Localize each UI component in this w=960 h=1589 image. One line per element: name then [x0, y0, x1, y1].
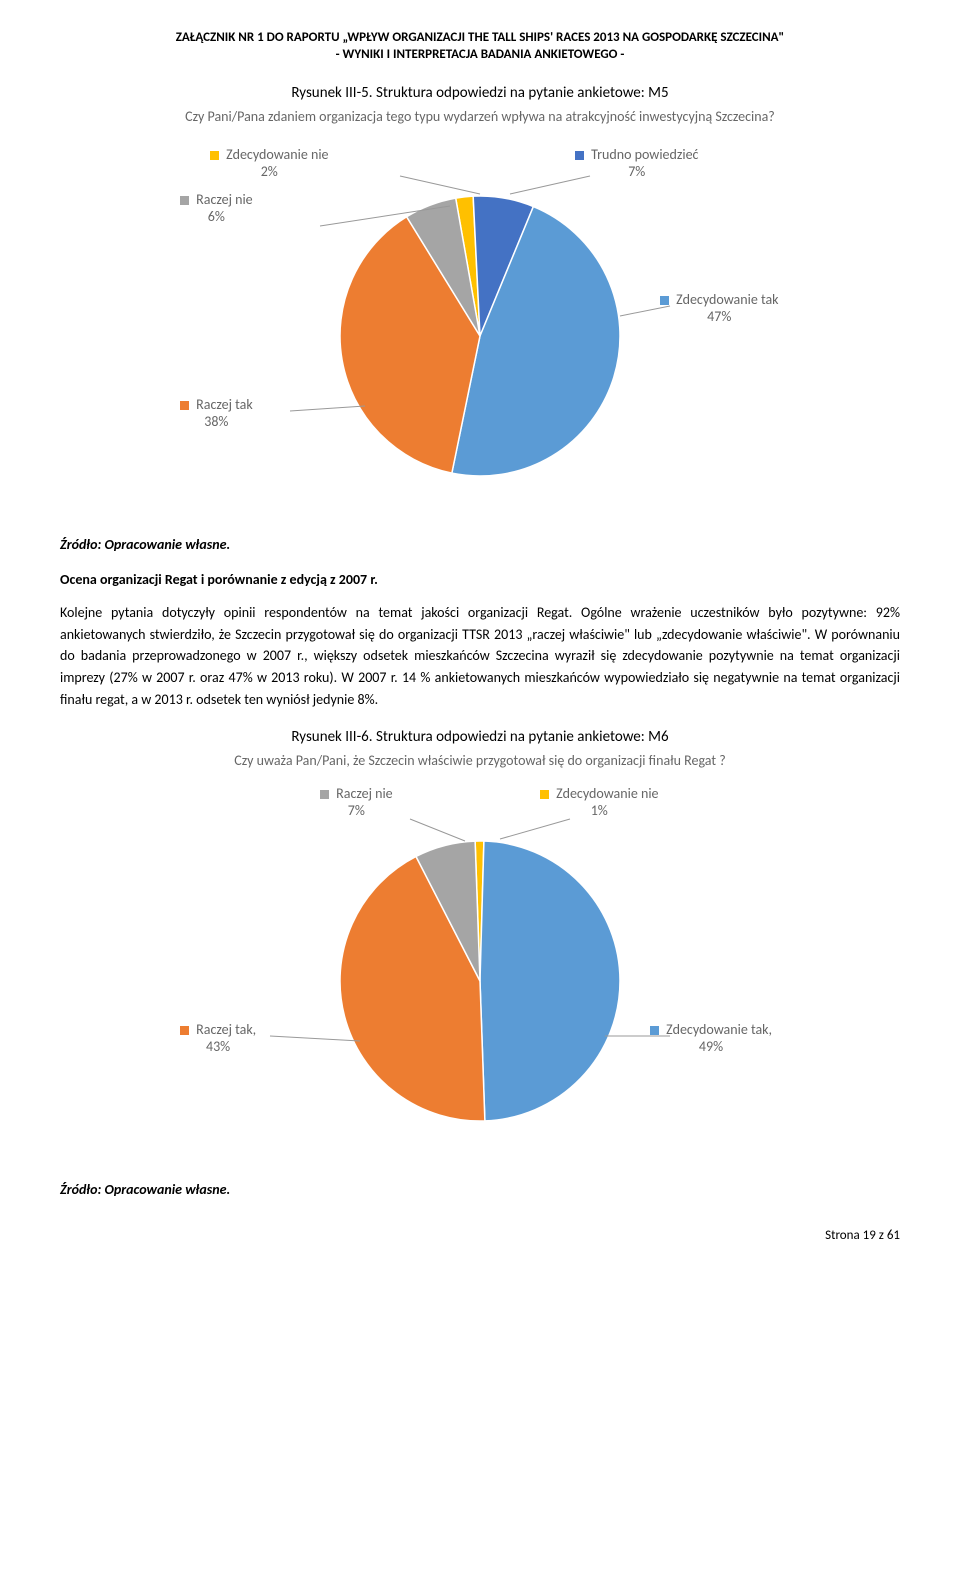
legend-mark-icon — [180, 401, 189, 410]
legend-mark-icon — [180, 196, 189, 205]
section-heading: Ocena organizacji Regat i porównanie z e… — [60, 571, 900, 588]
legend-mark-icon — [320, 790, 329, 799]
chart6-label-raczej-nie: Raczej nie 7% — [320, 785, 393, 820]
chart5-label-trudno: Trudno powiedzieć 7% — [575, 146, 698, 181]
body-paragraph: Kolejne pytania dotyczyły opinii respond… — [60, 602, 900, 710]
chart6-label-zdec-tak: Zdecydowanie tak, 49% — [650, 1021, 772, 1056]
chart5-label-raczej-nie: Raczej nie 6% — [180, 191, 253, 226]
chart5-source: Źródło: Opracowanie własne. — [60, 536, 900, 553]
legend-mark-icon — [210, 151, 219, 160]
chart5-label-zdec-tak: Zdecydowanie tak 47% — [660, 291, 779, 326]
chart5-label-raczej-tak: Raczej tak 38% — [180, 396, 253, 431]
chart6-label-zdec-nie: Zdecydowanie nie 1% — [540, 785, 659, 820]
chart6-label-raczej-tak: Raczej tak, 43% — [180, 1021, 256, 1056]
chart5-container: Zdecydowanie nie 2% Raczej nie 6% Trudno… — [120, 136, 840, 516]
chart5-label-zdec-nie: Zdecydowanie nie 2% — [210, 146, 329, 181]
pie-slice-zdecydowanie_tak — [480, 841, 620, 1121]
chart6-title: Rysunek III-6. Struktura odpowiedzi na p… — [60, 728, 900, 746]
chart6-source: Źródło: Opracowanie własne. — [60, 1181, 900, 1198]
header-line1: ZAŁĄCZNIK NR 1 DO RAPORTU „WPŁYW ORGANIZ… — [60, 30, 900, 47]
chart5-title: Rysunek III-5. Struktura odpowiedzi na p… — [60, 84, 900, 102]
legend-mark-icon — [660, 296, 669, 305]
chart6-container: Raczej nie 7% Zdecydowanie nie 1% Raczej… — [120, 781, 840, 1161]
chart5-subtitle: Czy Pani/Pana zdaniem organizacja tego t… — [60, 108, 900, 126]
legend-mark-icon — [650, 1026, 659, 1035]
legend-mark-icon — [575, 151, 584, 160]
legend-mark-icon — [180, 1026, 189, 1035]
chart6-subtitle: Czy uważa Pan/Pani, że Szczecin właściwi… — [60, 752, 900, 770]
chart5-pie — [330, 186, 630, 486]
page-header: ZAŁĄCZNIK NR 1 DO RAPORTU „WPŁYW ORGANIZ… — [60, 30, 900, 64]
chart6-pie — [330, 831, 630, 1131]
header-line2: - WYNIKI I INTERPRETACJA BADANIA ANKIETO… — [60, 47, 900, 64]
legend-mark-icon — [540, 790, 549, 799]
page-footer: Strona 19 z 61 — [60, 1228, 900, 1243]
